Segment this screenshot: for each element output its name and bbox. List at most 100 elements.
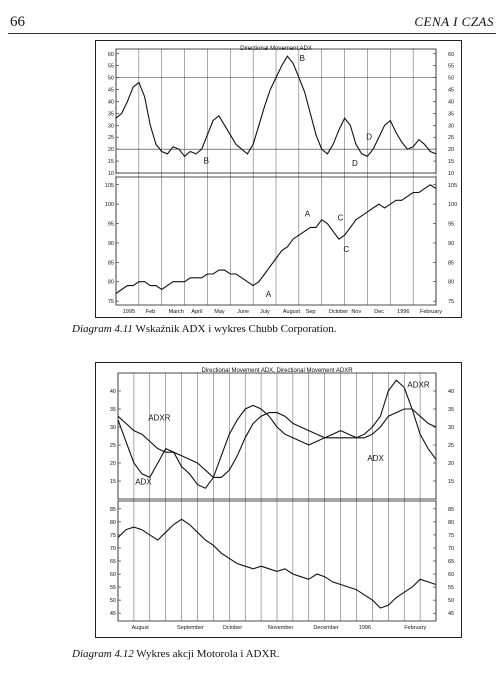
- y-tick-label-right: 45: [448, 611, 454, 617]
- x-axis-label: November: [268, 625, 294, 631]
- y-tick-label-right: 80: [448, 280, 454, 286]
- x-axis-label: February: [404, 625, 426, 631]
- annotation-label: D: [366, 133, 372, 142]
- series-line-adx: [115, 55, 437, 158]
- panel-frame: [115, 48, 437, 174]
- figure-motorola-adxr: Directional Movement ADX, Directional Mo…: [95, 362, 462, 638]
- running-head: CENA I CZAS: [414, 14, 494, 29]
- y-tick-label-right: 20: [448, 147, 454, 153]
- y-tick-label-left: 60: [108, 52, 114, 58]
- y-tick-label-right: 25: [448, 443, 454, 449]
- x-axis-label: October: [222, 625, 242, 631]
- y-tick-label-left: 45: [110, 611, 116, 617]
- x-axis-label: August: [132, 625, 150, 631]
- x-axis-label: August: [283, 309, 301, 315]
- y-tick-label-right: 60: [448, 572, 454, 578]
- y-tick-label-left: 75: [108, 299, 114, 305]
- y-tick-label-left: 35: [110, 407, 116, 413]
- x-axis-label: September: [177, 625, 204, 631]
- y-tick-label-left: 30: [108, 123, 114, 129]
- y-tick-label-left: 105: [105, 183, 114, 189]
- y-tick-label-right: 20: [448, 461, 454, 467]
- y-tick-label-right: 60: [448, 52, 454, 58]
- annotation-label: ADXR: [407, 380, 429, 389]
- x-axis-label: Dec: [374, 309, 384, 315]
- y-tick-label-left: 35: [108, 111, 114, 117]
- x-axis-label: October: [329, 309, 349, 315]
- chart-title: Directional Movement ADX, Directional Mo…: [201, 368, 353, 374]
- y-tick-label-right: 40: [448, 389, 454, 395]
- panel-frame: [115, 176, 437, 306]
- y-tick-label-right: 70: [448, 546, 454, 552]
- y-tick-label-left: 55: [110, 585, 116, 591]
- y-tick-label-left: 85: [108, 260, 114, 266]
- y-tick-label-right: 30: [448, 123, 454, 129]
- caption-text: Wykres akcji Motorola i ADXR.: [136, 648, 280, 660]
- y-tick-label-right: 10: [448, 171, 454, 177]
- header-rule: [8, 33, 496, 34]
- y-tick-label-left: 20: [110, 461, 116, 467]
- annotation-label: ADXR: [148, 414, 170, 423]
- y-tick-label-left: 70: [110, 546, 116, 552]
- annotation-label: ADX: [367, 454, 384, 463]
- x-axis-label: 1996: [397, 309, 409, 315]
- x-axis-label: February: [420, 309, 442, 315]
- y-tick-label-right: 35: [448, 407, 454, 413]
- caption-figure-4-11: Diagram 4.11 Wskaźnik ADX i wykres Chubb…: [72, 323, 337, 335]
- y-tick-label-right: 75: [448, 533, 454, 539]
- y-tick-label-left: 60: [110, 572, 116, 578]
- y-tick-label-left: 95: [108, 222, 114, 228]
- chart-motorola-adxr: Directional Movement ADX, Directional Mo…: [110, 368, 454, 631]
- annotation-label: B: [204, 156, 209, 165]
- series-line-chubb: [115, 184, 437, 294]
- y-tick-label-right: 25: [448, 135, 454, 141]
- annotation-label: A: [266, 290, 272, 299]
- y-tick-label-right: 55: [448, 585, 454, 591]
- y-tick-label-right: 45: [448, 88, 454, 94]
- y-tick-label-left: 80: [110, 520, 116, 526]
- y-tick-label-left: 25: [110, 443, 116, 449]
- page-number: 66: [10, 14, 25, 30]
- caption-figure-4-12: Diagram 4.12 Wykres akcji Motorola i ADX…: [72, 648, 280, 660]
- y-tick-label-right: 55: [448, 64, 454, 70]
- y-tick-label-right: 75: [448, 299, 454, 305]
- y-tick-label-right: 105: [448, 183, 457, 189]
- y-tick-label-left: 55: [108, 64, 114, 70]
- x-axis-label: June: [237, 309, 249, 315]
- y-tick-label-right: 85: [448, 260, 454, 266]
- series-line-motorola: [117, 518, 437, 609]
- y-tick-label-left: 85: [110, 507, 116, 513]
- y-tick-label-right: 40: [448, 99, 454, 105]
- panel-frame: [117, 372, 437, 500]
- series-line-adxr: [117, 408, 437, 478]
- x-axis-label: Sep: [306, 309, 316, 315]
- x-axis-label: March: [169, 309, 184, 315]
- y-tick-label-left: 90: [108, 241, 114, 247]
- y-tick-label-left: 40: [110, 389, 116, 395]
- y-tick-label-right: 35: [448, 111, 454, 117]
- y-tick-label-left: 40: [108, 99, 114, 105]
- y-tick-label-right: 65: [448, 559, 454, 565]
- caption-number: Diagram 4.12: [72, 648, 134, 660]
- annotation-label: D: [352, 159, 358, 168]
- figure-adx-chubb: Directional Movement ADX 60 55 50 45 40 35 30 25…: [95, 40, 462, 318]
- y-tick-label-right: 100: [448, 202, 457, 208]
- y-tick-label-left: 10: [108, 171, 114, 177]
- y-tick-label-right: 15: [448, 159, 454, 165]
- y-tick-label-left: 20: [108, 147, 114, 153]
- y-tick-label-right: 15: [448, 479, 454, 485]
- y-tick-label-right: 85: [448, 507, 454, 513]
- y-tick-label-right: 30: [448, 425, 454, 431]
- y-tick-label-left: 65: [110, 559, 116, 565]
- y-tick-label-left: 15: [110, 479, 116, 485]
- y-tick-label-left: 45: [108, 88, 114, 94]
- y-tick-label-left: 30: [110, 425, 116, 431]
- x-axis-label: 1996: [359, 625, 371, 631]
- annotation-label: C: [338, 213, 344, 222]
- y-tick-label-left: 15: [108, 159, 114, 165]
- y-tick-label-left: 100: [105, 202, 114, 208]
- y-tick-label-left: 50: [110, 598, 116, 604]
- y-tick-label-right: 50: [448, 598, 454, 604]
- y-tick-label-left: 25: [108, 135, 114, 141]
- y-tick-label-right: 90: [448, 241, 454, 247]
